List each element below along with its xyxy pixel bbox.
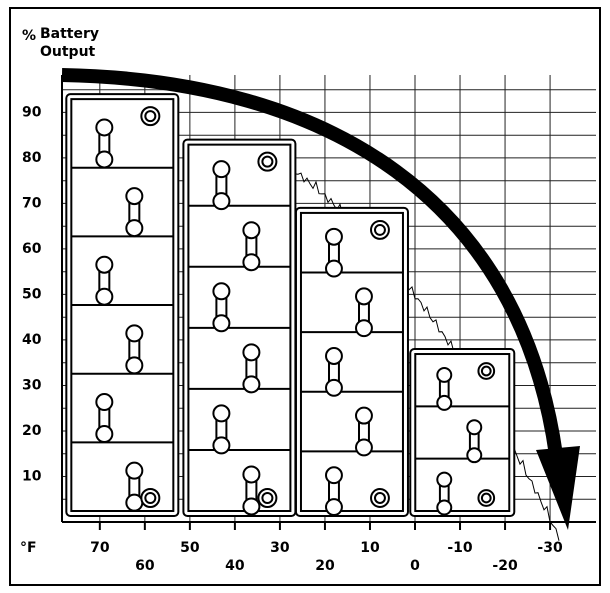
terminal-end [436, 499, 453, 516]
y-symbol: % [22, 28, 36, 44]
terminal-end [125, 324, 144, 343]
terminal-end [242, 465, 261, 484]
x-tick-label: 50 [180, 540, 200, 556]
terminal-end [325, 227, 343, 246]
terminal-end [466, 419, 483, 436]
terminal-end [125, 461, 144, 480]
terminal-end [325, 347, 343, 365]
x-tick-label: -30 [537, 540, 563, 556]
arrow-head [536, 446, 580, 530]
battery-detail [414, 353, 511, 516]
battery-detail [299, 211, 404, 516]
terminal-end [125, 493, 144, 512]
terminal-end [355, 438, 373, 457]
y-tick-label: 40 [22, 332, 42, 348]
terminal-end [125, 219, 144, 238]
battery-inner [299, 211, 404, 512]
x-tick-label: -10 [447, 540, 473, 556]
terminal-end [212, 436, 231, 455]
x-tick-label: 40 [225, 558, 245, 574]
vent [373, 492, 386, 504]
x-label: °F [20, 540, 37, 556]
terminal-end [325, 498, 343, 516]
vent [140, 106, 161, 127]
terminal-end [436, 471, 453, 488]
y-label: Output [40, 44, 96, 60]
y-tick-label: 80 [22, 150, 42, 166]
vent [477, 489, 496, 507]
terminal-end [125, 187, 144, 206]
terminal-end [355, 406, 373, 425]
battery [294, 206, 409, 517]
y-tick-label: 10 [22, 468, 42, 484]
batteries [65, 93, 516, 518]
terminal-end [242, 375, 261, 394]
vent [477, 362, 496, 380]
vent [257, 488, 278, 508]
y-tick-label: 50 [22, 286, 42, 302]
terminal-end [125, 356, 144, 375]
battery-detail [187, 143, 292, 516]
vent [144, 492, 157, 504]
terminal-end [95, 255, 114, 274]
vent [480, 365, 492, 377]
terminal-end [95, 118, 114, 137]
x-tick-label: 0 [410, 558, 420, 574]
terminal-end [212, 404, 231, 423]
terminal-end [95, 287, 114, 306]
terminal-end [242, 253, 261, 272]
terminal-end [95, 393, 114, 412]
vent [370, 488, 390, 508]
x-tick-label: 20 [315, 558, 335, 574]
terminal-end [325, 466, 343, 485]
terminal-end [436, 394, 453, 411]
terminal-end [212, 314, 231, 333]
vent [370, 219, 390, 240]
terminal-end [242, 343, 261, 362]
vent [257, 151, 278, 172]
terminal-end [355, 287, 373, 306]
x-tick-label: 70 [90, 540, 110, 556]
terminal-end [212, 192, 231, 211]
terminal-end [95, 150, 114, 169]
terminal-end [242, 221, 261, 240]
vent [144, 110, 157, 123]
x-tick-label: 30 [270, 540, 290, 556]
y-tick-label: 30 [22, 377, 42, 393]
terminal-end [325, 378, 343, 397]
terminal-end [242, 497, 261, 516]
vent [140, 488, 161, 508]
terminal-end [212, 282, 231, 301]
y-tick-label: 20 [22, 423, 42, 439]
x-tick-label: -20 [492, 558, 518, 574]
terminal-end [355, 319, 373, 338]
terminal-end [212, 160, 231, 179]
terminal-end [95, 425, 114, 444]
y-label: Battery [40, 26, 99, 42]
vent [261, 492, 274, 504]
terminal-end [436, 366, 453, 383]
battery-detail [70, 98, 175, 512]
y-tick-label: 60 [22, 241, 42, 257]
vent [373, 223, 386, 236]
battery [409, 348, 516, 518]
y-tick-label: 90 [22, 104, 42, 120]
arrow-curve [61, 68, 563, 456]
vent [480, 492, 492, 504]
terminal-end [466, 447, 483, 464]
x-tick-label: 60 [135, 558, 155, 574]
vent [261, 155, 274, 168]
terminal-end [325, 259, 343, 278]
battery-inner [414, 353, 511, 513]
x-tick-label: 10 [360, 540, 380, 556]
y-tick-label: 70 [22, 195, 42, 211]
